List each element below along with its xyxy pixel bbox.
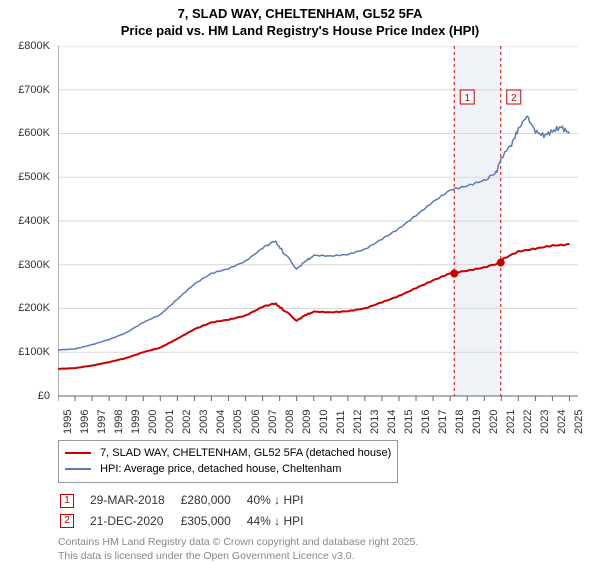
legend-label-1: 7, SLAD WAY, CHELTENHAM, GL52 5FA (detac… [100,447,391,459]
chart-subtitle: Price paid vs. HM Land Registry's House … [10,23,590,40]
x-tick-label: 1997 [96,409,108,433]
legend-label-2: HPI: Average price, detached house, Chel… [100,463,341,475]
x-tick-label: 2019 [471,409,483,433]
x-tick-label: 2006 [250,409,262,433]
x-tick-label: 1995 [62,409,74,433]
x-tick-label: 2009 [301,409,313,433]
marker-date-1: 29-MAR-2018 [90,491,179,510]
y-tick-label: £200K [0,302,50,314]
x-tick-label: 2015 [403,409,415,433]
chart-area: 12 £0£100K£200K£300K£400K£500K£600K£700K… [10,46,590,436]
y-tick-label: £700K [0,84,50,96]
x-tick-label: 1998 [113,409,125,433]
x-tick-label: 2024 [556,409,568,433]
plot-svg: 12 [58,46,578,406]
y-tick-label: £300K [0,259,50,271]
legend-swatch-1 [65,452,91,454]
x-tick-label: 2004 [215,409,227,433]
y-tick-label: £600K [0,127,50,139]
legend-item-1: 7, SLAD WAY, CHELTENHAM, GL52 5FA (detac… [65,445,391,462]
marker-badge-2: 2 [60,514,74,528]
marker-price-2: £305,000 [181,512,245,531]
legend-item-2: HPI: Average price, detached house, Chel… [65,461,391,478]
attribution-line-1: Contains HM Land Registry data © Crown c… [58,536,590,550]
marker-badge-1: 1 [60,494,74,508]
y-tick-label: £0 [0,390,50,402]
x-tick-label: 2025 [573,409,585,433]
marker-row-1: 1 29-MAR-2018 £280,000 40% ↓ HPI [60,491,317,510]
x-tick-label: 2010 [318,409,330,433]
x-tick-label: 2011 [335,410,347,434]
marker-row-2: 2 21-DEC-2020 £305,000 44% ↓ HPI [60,512,317,531]
x-tick-label: 2016 [420,409,432,433]
marker-price-1: £280,000 [181,491,245,510]
x-tick-label: 2023 [539,409,551,433]
y-tick-label: £500K [0,171,50,183]
marker-delta-2: 44% ↓ HPI [247,512,318,531]
marker-date-2: 21-DEC-2020 [90,512,179,531]
svg-text:1: 1 [464,93,470,104]
x-tick-label: 2021 [505,409,517,433]
x-tick-label: 2017 [437,409,449,433]
svg-text:2: 2 [511,93,517,104]
x-tick-label: 2007 [267,409,279,433]
x-tick-label: 1996 [79,409,91,433]
x-tick-label: 2014 [386,409,398,433]
x-tick-label: 2000 [147,409,159,433]
markers-table: 1 29-MAR-2018 £280,000 40% ↓ HPI 2 21-DE… [58,489,319,533]
x-tick-label: 1999 [130,409,142,433]
legend-box: 7, SLAD WAY, CHELTENHAM, GL52 5FA (detac… [58,440,398,483]
chart-title: 7, SLAD WAY, CHELTENHAM, GL52 5FA [10,6,590,23]
y-tick-label: £800K [0,40,50,52]
y-tick-label: £400K [0,215,50,227]
legend-swatch-2 [65,468,91,470]
x-tick-label: 2003 [198,409,210,433]
x-tick-label: 2002 [181,409,193,433]
x-tick-label: 2020 [488,409,500,433]
x-tick-label: 2013 [369,409,381,433]
x-tick-label: 2008 [284,409,296,433]
x-tick-label: 2018 [454,409,466,433]
marker-delta-1: 40% ↓ HPI [247,491,318,510]
x-tick-label: 2012 [352,409,364,433]
x-tick-label: 2022 [522,409,534,433]
x-tick-label: 2001 [164,409,176,433]
attribution-line-2: This data is licensed under the Open Gov… [58,550,590,564]
x-tick-label: 2005 [232,409,244,433]
y-tick-label: £100K [0,346,50,358]
